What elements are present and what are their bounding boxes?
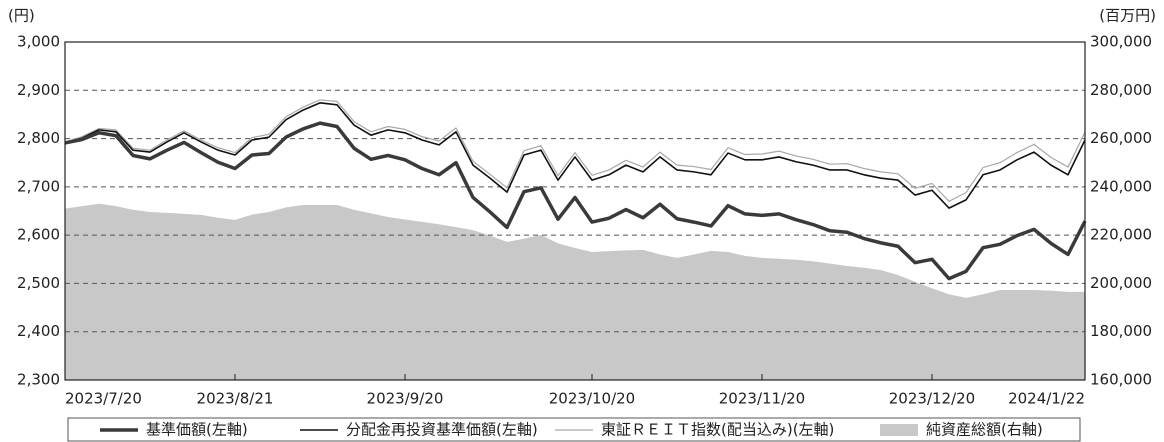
line [64, 102, 1086, 209]
legend-swatch [880, 424, 918, 436]
y2-unit-label: (百万円) [1099, 7, 1156, 25]
legend-label: 純資産総額(右軸) [926, 421, 1043, 439]
line [64, 121, 1087, 281]
area [65, 203, 1085, 380]
legend-label: 分配金再投資基準価額(左軸) [346, 421, 538, 439]
legend-label: 基準価額(左軸) [146, 421, 248, 439]
x-tick-label: 2023/9/20 [367, 390, 444, 408]
y-tick-label: 2,700 [17, 177, 60, 195]
y-tick-label: 2,800 [17, 129, 60, 147]
x-tick-label: 2023/11/20 [719, 390, 805, 408]
line [64, 99, 1086, 202]
y-unit-label: (円) [8, 7, 35, 25]
x-tick-label: 2024/1/22 [1008, 390, 1085, 408]
x-tick-label: 2023/12/20 [889, 390, 975, 408]
x-tick-label: 2023/8/21 [197, 390, 274, 408]
y-tick-label: 2,500 [17, 274, 60, 292]
legend-label: 東証ＲＥＩＴ指数(配当込み)(左軸) [601, 421, 834, 439]
y2-tick-label: 160,000 [1090, 371, 1152, 389]
legend-box [67, 417, 1081, 442]
y-tick-label: 2,300 [17, 371, 60, 389]
y2-tick-label: 180,000 [1090, 322, 1152, 340]
y2-tick-label: 220,000 [1090, 226, 1152, 244]
y2-tick-label: 200,000 [1090, 274, 1152, 292]
y2-tick-label: 300,000 [1090, 33, 1152, 51]
y-tick-label: 2,400 [17, 322, 60, 340]
y2-tick-label: 240,000 [1090, 177, 1152, 195]
y-tick-label: 2,900 [17, 81, 60, 99]
y2-tick-label: 280,000 [1090, 81, 1152, 99]
y2-tick-label: 260,000 [1090, 129, 1152, 147]
plot-frame [64, 41, 1086, 381]
y-tick-label: 2,600 [17, 226, 60, 244]
y-tick-label: 3,000 [17, 33, 60, 51]
x-tick-label: 2023/7/20 [65, 390, 142, 408]
x-tick-label: 2023/10/20 [549, 390, 635, 408]
